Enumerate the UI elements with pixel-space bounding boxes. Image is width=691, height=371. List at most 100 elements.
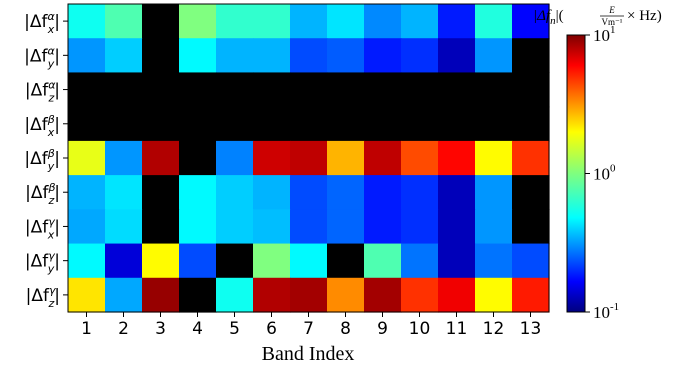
heatmap-cell [364,140,402,176]
heatmap-cell [290,140,328,176]
heatmap-cell [401,140,439,176]
heatmap-cell [179,243,217,279]
heatmap-cell [105,4,143,39]
heatmap-cell [475,38,513,74]
colorbar-unit-numerator: E [608,5,615,15]
heatmap-cell [216,243,254,279]
heatmap-cell [216,106,254,142]
heatmap-cell [68,140,106,176]
heatmap-cell [105,175,143,210]
heatmap-cell [438,243,476,279]
heatmap-cell [68,72,106,108]
x-axis-label: Band Index [262,343,355,365]
heatmap-cell [327,4,365,39]
heatmap-cell [179,277,217,313]
heatmap-cell [253,106,291,142]
heatmap-cell [68,243,106,279]
heatmap-cell [216,38,254,74]
heatmap-cell [179,140,217,176]
heatmap-cell [438,140,476,176]
heatmap-cell [364,243,402,279]
heatmap-cell [438,277,476,313]
heatmap-cell [142,106,180,142]
heatmap-cell [253,243,291,279]
heatmap-cell [438,38,476,74]
x-tick-label: 2 [118,319,129,339]
heatmap-cell [290,243,328,279]
x-tick-label: 13 [520,319,542,339]
heatmap-cell [253,4,291,39]
heatmap-cell [68,4,106,39]
heatmap-cells [68,4,550,313]
colorbar-title: |Δfn|(E Vm⁻¹ × Hz) [533,5,662,27]
heatmap-cell [364,209,402,245]
y-tick-label: |Δfβ z| [25,181,60,207]
heatmap-cell [475,140,513,176]
x-tick-label: 5 [229,319,240,339]
heatmap-cell [327,209,365,245]
colorbar-ticks: 101 100 10-1 [585,24,619,322]
heatmap-cell [216,140,254,176]
heatmap-cell [290,38,328,74]
x-tick-label: 8 [340,319,351,339]
heatmap-cell [475,277,513,313]
heatmap-cell [105,72,143,108]
x-ticks: 1 2 3 4 5 6 7 8 9 10 11 12 13 [81,312,541,339]
heatmap-cell [512,72,550,108]
x-tick-label: 6 [266,319,277,339]
x-tick-label: 3 [155,319,166,339]
heatmap-cell [290,106,328,142]
x-tick-label: 9 [377,319,388,339]
heatmap-cell [512,175,550,210]
heatmap-cell [253,72,291,108]
y-tick-label: |Δfβ y| [24,147,60,173]
heatmap-cell [327,106,365,142]
heatmap-cell [290,277,328,313]
heatmap-cell [475,175,513,210]
heatmap-cell [142,140,180,176]
heatmap-cell [290,72,328,108]
heatmap-cell [475,106,513,142]
colorbar: 101 100 10-1 |Δfn|(E Vm⁻¹ × Hz) [533,5,662,322]
heatmap-cell [142,175,180,210]
heatmap-cell [105,243,143,279]
heatmap-cell [475,4,513,39]
heatmap-cell [179,209,217,245]
heatmap-cell [364,277,402,313]
heatmap-cell [142,243,180,279]
heatmap-cell [401,277,439,313]
colorbar-gradient [566,34,586,313]
heatmap-cell [401,209,439,245]
heatmap-cell [253,38,291,74]
heatmap-cell [179,38,217,74]
heatmap-cell [216,175,254,210]
heatmap-cell [216,4,254,39]
heatmap-cell [438,175,476,210]
heatmap-cell [68,106,106,142]
heatmap-cell [179,72,217,108]
heatmap-cell [216,277,254,313]
heatmap-cell [512,140,550,176]
heatmap-cell [401,106,439,142]
heatmap-cell [401,4,439,39]
heatmap-cell [327,72,365,108]
heatmap-cell [253,175,291,210]
heatmap-cell [253,140,291,176]
heatmap-cell [105,277,143,313]
colorbar-tick-label: 101 [593,24,616,45]
y-ticks: |Δfα x| |Δfα y| |Δfα z| |Δfβ x| |Δfβ y| |Δfβ z| |Δfγ… [24,10,68,310]
heatmap-cell [401,175,439,210]
x-tick-label: 7 [303,319,314,339]
heatmap-cell [364,4,402,39]
heatmap-cell [68,175,106,210]
heatmap-cell [216,209,254,245]
heatmap-cell [290,175,328,210]
heatmap-cell [401,72,439,108]
heatmap-cell [142,209,180,245]
y-tick-label: |Δfα z| [25,79,60,105]
heatmap-cell [179,175,217,210]
y-tick-label: |Δfγ x| [25,215,60,241]
heatmap-cell [105,140,143,176]
heatmap-cell [401,243,439,279]
x-tick-label: 12 [483,319,505,339]
